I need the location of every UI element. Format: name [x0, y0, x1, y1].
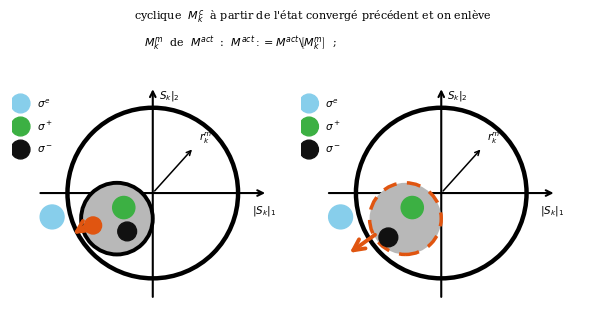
- Text: $M_k^m$  de  $M^{act}$  :  $M^{act}:=M^{act}\backslash\!\left[M_k^m\right]$  ;: $M_k^m$ de $M^{act}$ : $M^{act}:=M^{act}…: [144, 35, 337, 53]
- Circle shape: [85, 217, 102, 234]
- Circle shape: [401, 196, 423, 219]
- Text: cyclique  $M_k^c$  à partir de l'état convergé précédent et on enlève: cyclique $M_k^c$ à partir de l'état conv…: [133, 8, 492, 25]
- Circle shape: [11, 94, 30, 113]
- Text: $|S_k|_1$: $|S_k|_1$: [252, 204, 276, 218]
- Circle shape: [11, 140, 30, 159]
- Circle shape: [112, 196, 135, 219]
- Text: $\sigma^+$: $\sigma^+$: [325, 120, 341, 133]
- Text: $r_k^m$: $r_k^m$: [199, 130, 212, 146]
- Text: $\sigma^e$: $\sigma^e$: [325, 97, 338, 110]
- Text: $S_k|_2$: $S_k|_2$: [159, 89, 179, 103]
- Text: $|S_k|_1$: $|S_k|_1$: [540, 204, 564, 218]
- Circle shape: [379, 228, 398, 247]
- Circle shape: [300, 140, 319, 159]
- Text: $\sigma^-$: $\sigma^-$: [37, 144, 52, 155]
- Text: $\sigma^e$: $\sigma^e$: [37, 97, 50, 110]
- Circle shape: [300, 117, 319, 136]
- Circle shape: [40, 205, 64, 229]
- Text: $S_k|_2$: $S_k|_2$: [447, 89, 468, 103]
- Text: $r_k^m$: $r_k^m$: [487, 130, 501, 146]
- Circle shape: [81, 183, 153, 254]
- Circle shape: [370, 183, 441, 254]
- Circle shape: [329, 205, 353, 229]
- Circle shape: [118, 222, 136, 241]
- Circle shape: [11, 117, 30, 136]
- Text: $\sigma^+$: $\sigma^+$: [37, 120, 52, 133]
- Circle shape: [300, 94, 319, 113]
- Text: $\sigma^-$: $\sigma^-$: [325, 144, 341, 155]
